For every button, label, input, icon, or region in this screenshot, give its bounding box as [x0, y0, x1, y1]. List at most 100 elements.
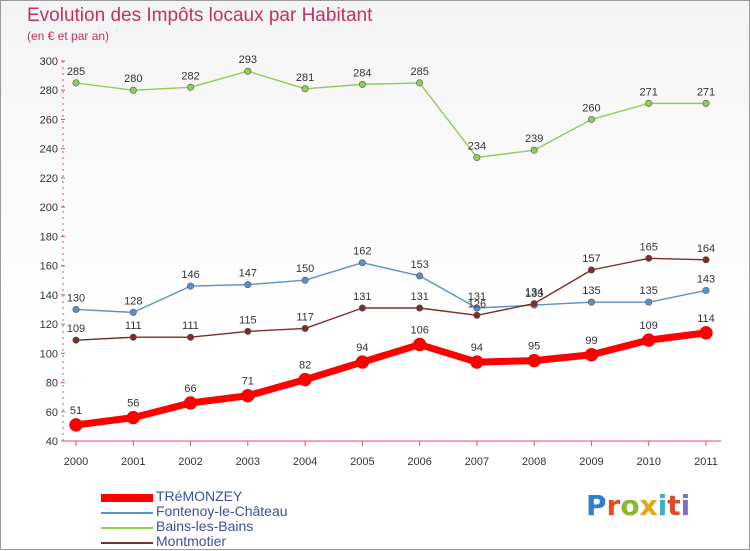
data-label: 282 [181, 70, 199, 82]
legend-label: Bains-les-Bains [156, 518, 254, 534]
legend-swatch [101, 542, 153, 544]
y-tick-label: 220 [40, 173, 58, 185]
data-label: 99 [585, 335, 597, 347]
data-label: 115 [239, 314, 257, 326]
data-label: 150 [296, 263, 314, 275]
series-line [75, 329, 707, 429]
data-point [244, 67, 252, 75]
chart-title: Evolution des Impôts locaux par Habitant [27, 5, 373, 26]
data-point [301, 276, 309, 284]
data-point [244, 281, 252, 289]
data-label: 146 [181, 269, 199, 281]
data-point [358, 80, 366, 88]
data-label: 106 [410, 325, 428, 337]
data-point [470, 355, 484, 369]
data-label: 157 [582, 253, 600, 265]
data-point [183, 396, 198, 410]
y-tick-label: 280 [40, 85, 58, 97]
data-label: 280 [124, 73, 142, 85]
data-point [645, 254, 653, 262]
logo-letter: t [667, 489, 681, 522]
chart-subtitle: (en € et par an) [27, 29, 110, 43]
data-point [699, 326, 713, 340]
legend-swatch [101, 494, 153, 502]
data-point [187, 83, 195, 91]
data-label: 71 [242, 376, 254, 388]
y-tick-label: 60 [46, 407, 58, 419]
data-label: 147 [239, 268, 257, 280]
x-tick-label: 2004 [293, 456, 317, 468]
data-label: 126 [468, 298, 486, 310]
data-point [72, 305, 80, 313]
legend-swatch [101, 527, 153, 529]
series-line [75, 261, 707, 314]
data-point [129, 308, 137, 316]
data-point [702, 99, 710, 107]
data-label: 271 [640, 86, 658, 98]
legend-swatch [101, 512, 153, 514]
y-tick-label: 80 [46, 378, 58, 390]
data-point [244, 327, 252, 335]
chart-axes: 40 60 80 100 120 140 160 180 200 220 240 260 280 300 2… [40, 56, 721, 468]
data-label: 66 [184, 383, 196, 395]
y-tick-label: 120 [40, 319, 58, 331]
series-line [75, 70, 706, 159]
x-tick-label: 2010 [636, 456, 660, 468]
x-tick-label: 2002 [178, 456, 202, 468]
data-label: 133 [525, 288, 543, 300]
data-label: 51 [70, 405, 82, 417]
data-point [587, 298, 595, 306]
data-point [301, 85, 309, 93]
data-point [641, 333, 656, 347]
logo-letter: r [606, 489, 621, 522]
data-point [187, 333, 195, 341]
data-point [473, 304, 481, 312]
y-tick-label: 240 [40, 144, 58, 156]
data-label: 114 [697, 313, 715, 325]
data-label: 117 [296, 311, 314, 323]
data-point [530, 300, 538, 308]
x-tick-label: 2006 [407, 456, 431, 468]
data-point [473, 153, 481, 161]
data-point [416, 304, 424, 312]
data-label: 135 [582, 285, 600, 297]
data-point [241, 388, 255, 403]
data-point [702, 256, 710, 264]
data-label: 82 [299, 360, 311, 372]
data-label: 131 [353, 291, 371, 303]
data-label: 128 [124, 295, 142, 307]
data-point [72, 79, 80, 87]
x-tick-label: 2000 [64, 456, 88, 468]
data-label: 281 [296, 72, 314, 84]
data-label: 131 [410, 291, 428, 303]
chart-data-labels: 285 280 282 293 281 284 285 234 239 260 271 271 130 1… [67, 54, 715, 417]
data-label: 165 [640, 241, 658, 253]
x-tick-label: 2007 [465, 456, 489, 468]
x-tick-label: 2005 [350, 456, 374, 468]
data-label: 239 [525, 133, 543, 145]
data-point [69, 418, 83, 432]
data-point [702, 286, 710, 294]
logo-letter: i [680, 489, 691, 522]
data-point [416, 272, 424, 280]
y-tick-label: 300 [40, 56, 58, 68]
y-tick-label: 100 [40, 348, 58, 360]
data-point [126, 410, 141, 425]
data-point [412, 337, 427, 352]
data-point [587, 266, 595, 274]
y-tick-label: 180 [40, 231, 58, 243]
data-label: 94 [356, 342, 368, 354]
data-point [129, 333, 137, 341]
data-label: 284 [353, 67, 371, 79]
data-point [358, 304, 366, 312]
x-tick-label: 2001 [121, 456, 145, 468]
logo-letter: i [657, 489, 668, 522]
data-label: 260 [582, 102, 600, 114]
proxiti-logo: Proxiti [586, 489, 690, 522]
data-label: 134 [525, 287, 543, 299]
data-point [527, 353, 541, 368]
data-label: 293 [239, 54, 257, 66]
data-label: 164 [697, 243, 715, 255]
logo-letter: x [639, 489, 658, 522]
